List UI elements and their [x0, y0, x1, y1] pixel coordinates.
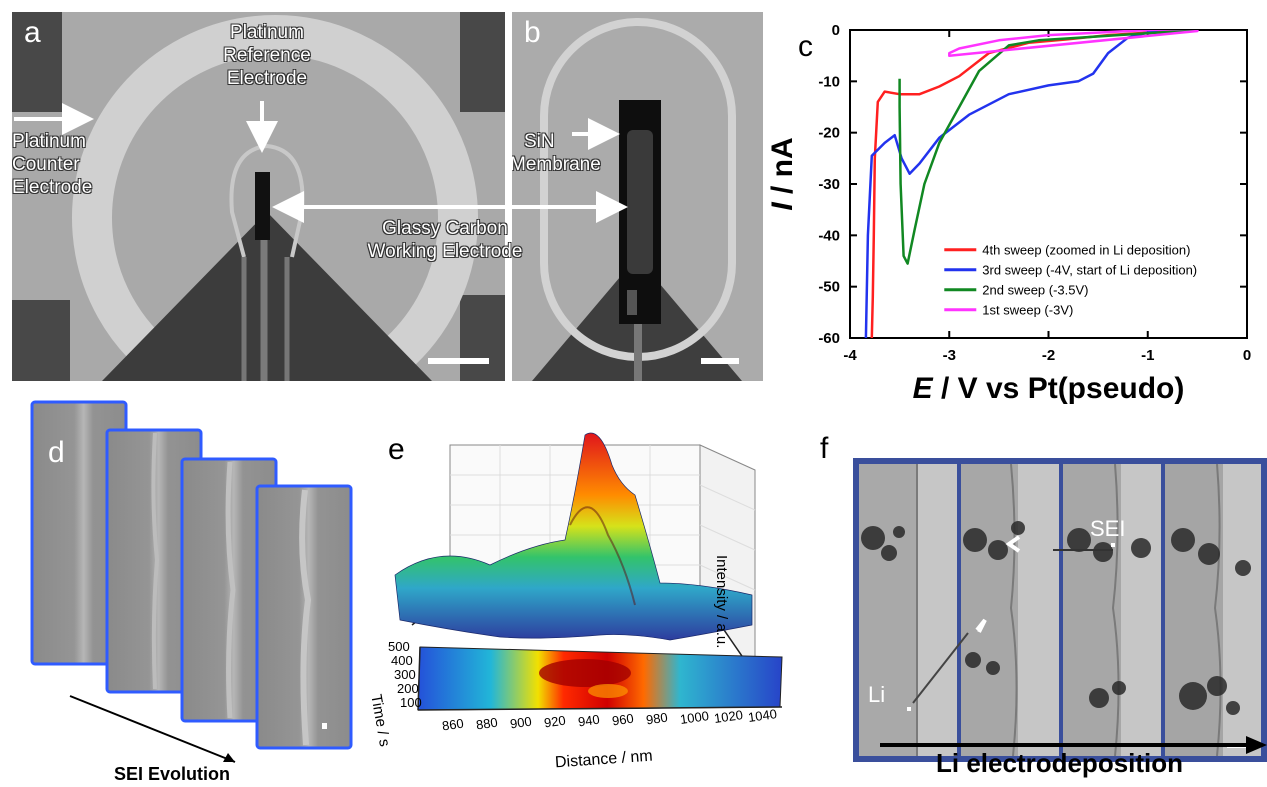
panel-letter: f	[820, 432, 829, 465]
sin-membrane-label: SiN Membrane	[512, 131, 601, 175]
y-tick-label: 0	[832, 22, 840, 39]
x-tick-label: 0	[1243, 347, 1251, 364]
panel-b: b SiN Membrane	[512, 12, 763, 381]
li-electrodeposition-caption: Li electrodeposition	[936, 748, 1184, 778]
panel-ab-arrows	[14, 101, 628, 223]
legend-label: 4th sweep (zoomed in Li deposition)	[982, 243, 1190, 258]
arrow-icon	[69, 695, 236, 763]
panel-letter: d	[48, 436, 65, 469]
panel-b-micrograph	[512, 12, 763, 381]
li-arrow-icon	[975, 618, 987, 633]
scale-bar	[701, 358, 739, 364]
x-tick-label: -1	[1141, 347, 1154, 364]
y-tick-label: -50	[818, 279, 840, 296]
glassy-carbon-label: Glassy Carbon Working Electrode	[367, 218, 523, 262]
panel-e: e Intensity / a.u. Distance / nm Time / …	[367, 425, 830, 782]
y-tick-label: -40	[818, 227, 840, 244]
panel-letter: b	[524, 16, 541, 49]
x-tick-label: -2	[1042, 347, 1055, 364]
distance-tick-label: 880	[475, 714, 499, 733]
scale-bar	[428, 358, 489, 364]
time-tick-label: 100	[400, 695, 422, 710]
cv-chart: -4 -3 -2 -1 00-10-20-30-40-50-60E / V vs Pt(…	[770, 22, 1251, 405]
sei-evolution-caption: SEI Evolution	[114, 764, 231, 784]
panel-f: f	[820, 430, 1267, 782]
electrodeposition-arrow	[880, 736, 1267, 754]
series-line	[948, 30, 1199, 57]
y-axis-label: I / nA	[770, 137, 799, 210]
panel-letter: c	[798, 30, 813, 63]
li-label: Li	[868, 682, 886, 707]
legend-label: 2nd sweep (-3.5V)	[982, 283, 1088, 298]
panel-f-frames	[853, 458, 1267, 762]
series-line	[898, 30, 1198, 265]
arrow-icon	[1246, 736, 1267, 754]
time-tick-label: 200	[397, 681, 419, 696]
panel-letter: a	[24, 16, 41, 49]
panel-d-frames	[30, 400, 353, 763]
series-line	[864, 30, 1177, 338]
scale-bar	[322, 723, 327, 729]
distance-tick-label: 960	[611, 710, 635, 729]
panel-letter: e	[388, 433, 405, 466]
sei-label: SEI	[1090, 516, 1126, 541]
y-tick-label: -10	[818, 73, 840, 90]
distance-tick-label: 860	[441, 715, 465, 734]
distance-tick-label: 980	[645, 709, 669, 728]
x-tick-label: -3	[943, 347, 956, 364]
time-tick-label: 500	[388, 639, 410, 654]
time-tick-label: 400	[391, 653, 413, 668]
distance-tick-label: 900	[509, 713, 533, 732]
y-tick-label: -60	[818, 330, 840, 347]
x-tick-label: -4	[843, 347, 857, 364]
panel-e-surface	[394, 432, 783, 711]
legend-label: 1st sweep (-3V)	[982, 303, 1073, 318]
distance-tick-label: 940	[577, 711, 601, 730]
x-axis-label: E / V vs Pt(pseudo)	[913, 372, 1185, 405]
pt-counter-label: Platinum Counter Electrode	[12, 131, 93, 198]
y-tick-label: -30	[818, 176, 840, 193]
sei-arrow-icon	[1005, 535, 1021, 553]
y-tick-label: -20	[818, 125, 840, 142]
panel-d: d SEI Evolution	[30, 400, 370, 784]
time-tick-label: 300	[394, 667, 416, 682]
pt-reference-label: Platinum Reference Electrode	[223, 22, 311, 89]
legend-label: 3rd sweep (-4V, start of Li deposition)	[982, 263, 1197, 278]
intensity-axis-label: Intensity / a.u.	[713, 555, 730, 649]
distance-tick-label: 920	[543, 712, 567, 731]
